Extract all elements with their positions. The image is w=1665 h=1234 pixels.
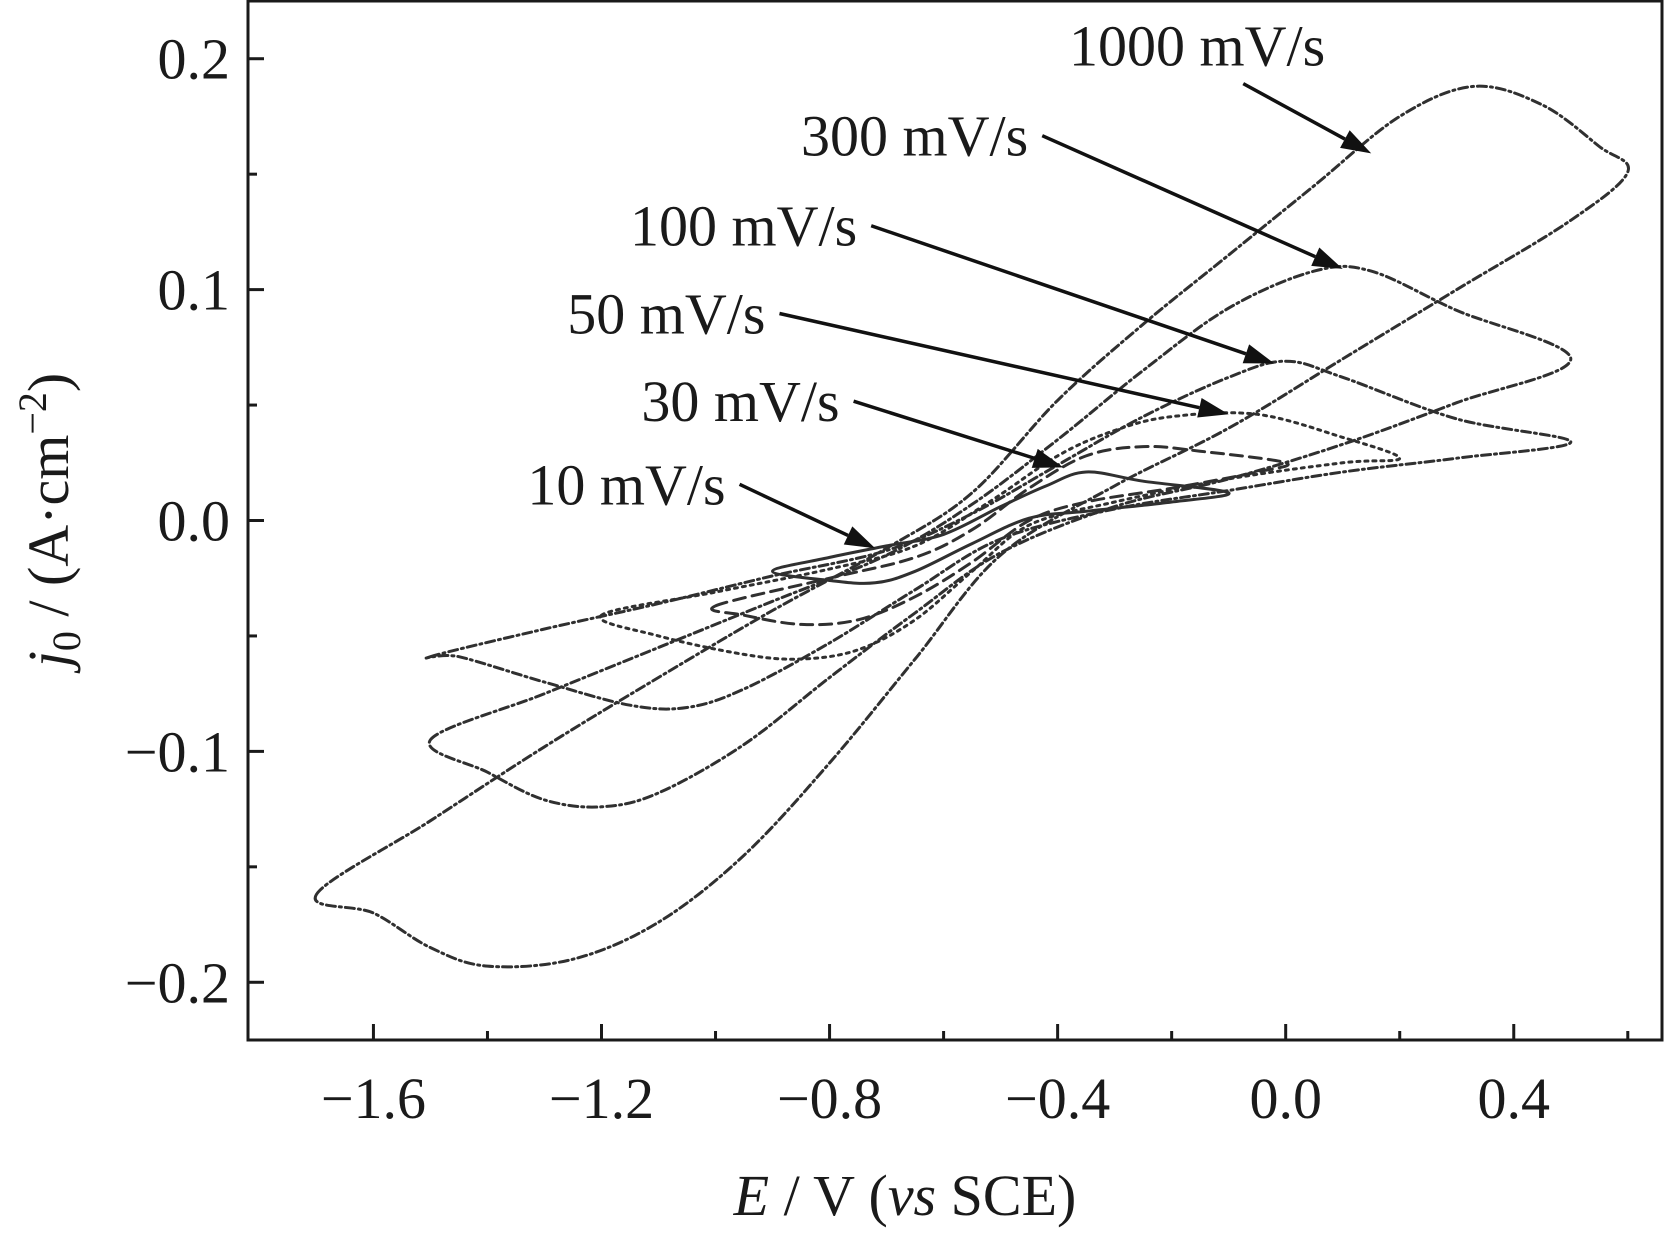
y-tick-label-0p2: 0.2 <box>158 27 231 92</box>
x-axis-title-ref: SCE) <box>936 1163 1076 1228</box>
x-axis-title-symbol: E <box>733 1163 769 1228</box>
x-tick-label-0: 0.0 <box>1249 1066 1322 1131</box>
curve-100-mv-s <box>424 359 1573 711</box>
arrow-line-1000-mv-s <box>1242 82 1346 141</box>
annotation-label-30-mv-s: 30 mV/s <box>641 369 839 434</box>
y-axis-title-exponent: −2 <box>10 392 55 435</box>
arrow-line-100-mv-s <box>870 224 1247 356</box>
arrow-head-50-mv-s <box>1197 397 1229 418</box>
arrow-line-50-mv-s <box>779 311 1200 410</box>
y-tick-label-0p1: 0.1 <box>158 258 231 323</box>
annotation-label-100-mv-s: 100 mV/s <box>630 194 857 259</box>
y-axis-title-symbol: j <box>16 651 81 674</box>
y-axis-title-unit: / (A·cm <box>16 435 81 632</box>
curve-300-mv-s <box>427 264 1573 809</box>
axis-ticks <box>248 57 1630 1040</box>
y-tick-label-m0p1: −0.1 <box>125 719 230 784</box>
arrow-head-1000-mv-s <box>1340 130 1372 154</box>
curve-50-mv-s <box>598 411 1402 661</box>
annotation-labels: 10 mV/s 30 mV/s 50 mV/s 100 mV/s 300 mV/s 100… <box>527 14 1325 518</box>
annotation-label-10-mv-s: 10 mV/s <box>527 452 725 517</box>
y-axis-title-subscript: 0 <box>44 631 89 651</box>
annotation-label-1000-mv-s: 1000 mV/s <box>1069 14 1325 79</box>
x-tick-label-m0p4: −0.4 <box>1005 1066 1110 1131</box>
x-axis-title: E / V (vs SCE) <box>733 1163 1077 1228</box>
curve-1000-mv-s <box>313 84 1630 969</box>
series-curves <box>313 84 1630 969</box>
y-axis-title-close: ) <box>16 373 81 392</box>
x-tick-label-0p4: 0.4 <box>1478 1066 1551 1131</box>
annotation-label-300-mv-s: 300 mV/s <box>801 104 1028 169</box>
curve-10-mv-s <box>771 470 1231 585</box>
arrow-head-10-mv-s <box>843 526 876 549</box>
y-tick-label-0: 0.0 <box>158 489 231 554</box>
arrow-head-30-mv-s <box>1031 448 1064 468</box>
arrow-line-10-mv-s <box>738 482 849 538</box>
x-axis-title-vs: vs <box>888 1163 936 1228</box>
arrow-head-100-mv-s <box>1242 344 1275 364</box>
y-tick-label-m0p2: −0.2 <box>125 950 230 1015</box>
arrow-head-300-mv-s <box>1311 247 1343 269</box>
tick-labels: −1.6 −1.2 −0.8 −0.4 0.0 0.4 0.2 0.1 0.0 −0.1 −0.2 <box>125 27 1550 1131</box>
x-tick-label-m0p8: −0.8 <box>777 1066 882 1131</box>
x-tick-label-m1p2: −1.2 <box>549 1066 654 1131</box>
annotation-label-50-mv-s: 50 mV/s <box>567 281 765 346</box>
arrow-line-300-mv-s <box>1041 134 1316 259</box>
annotation-arrows <box>738 82 1372 549</box>
x-tick-label-m1p6: −1.6 <box>321 1066 426 1131</box>
x-axis-title-unit: / V ( <box>769 1163 888 1228</box>
y-axis-title: j0 / (A·cm−2) <box>10 373 89 675</box>
arrow-line-30-mv-s <box>853 399 1036 461</box>
